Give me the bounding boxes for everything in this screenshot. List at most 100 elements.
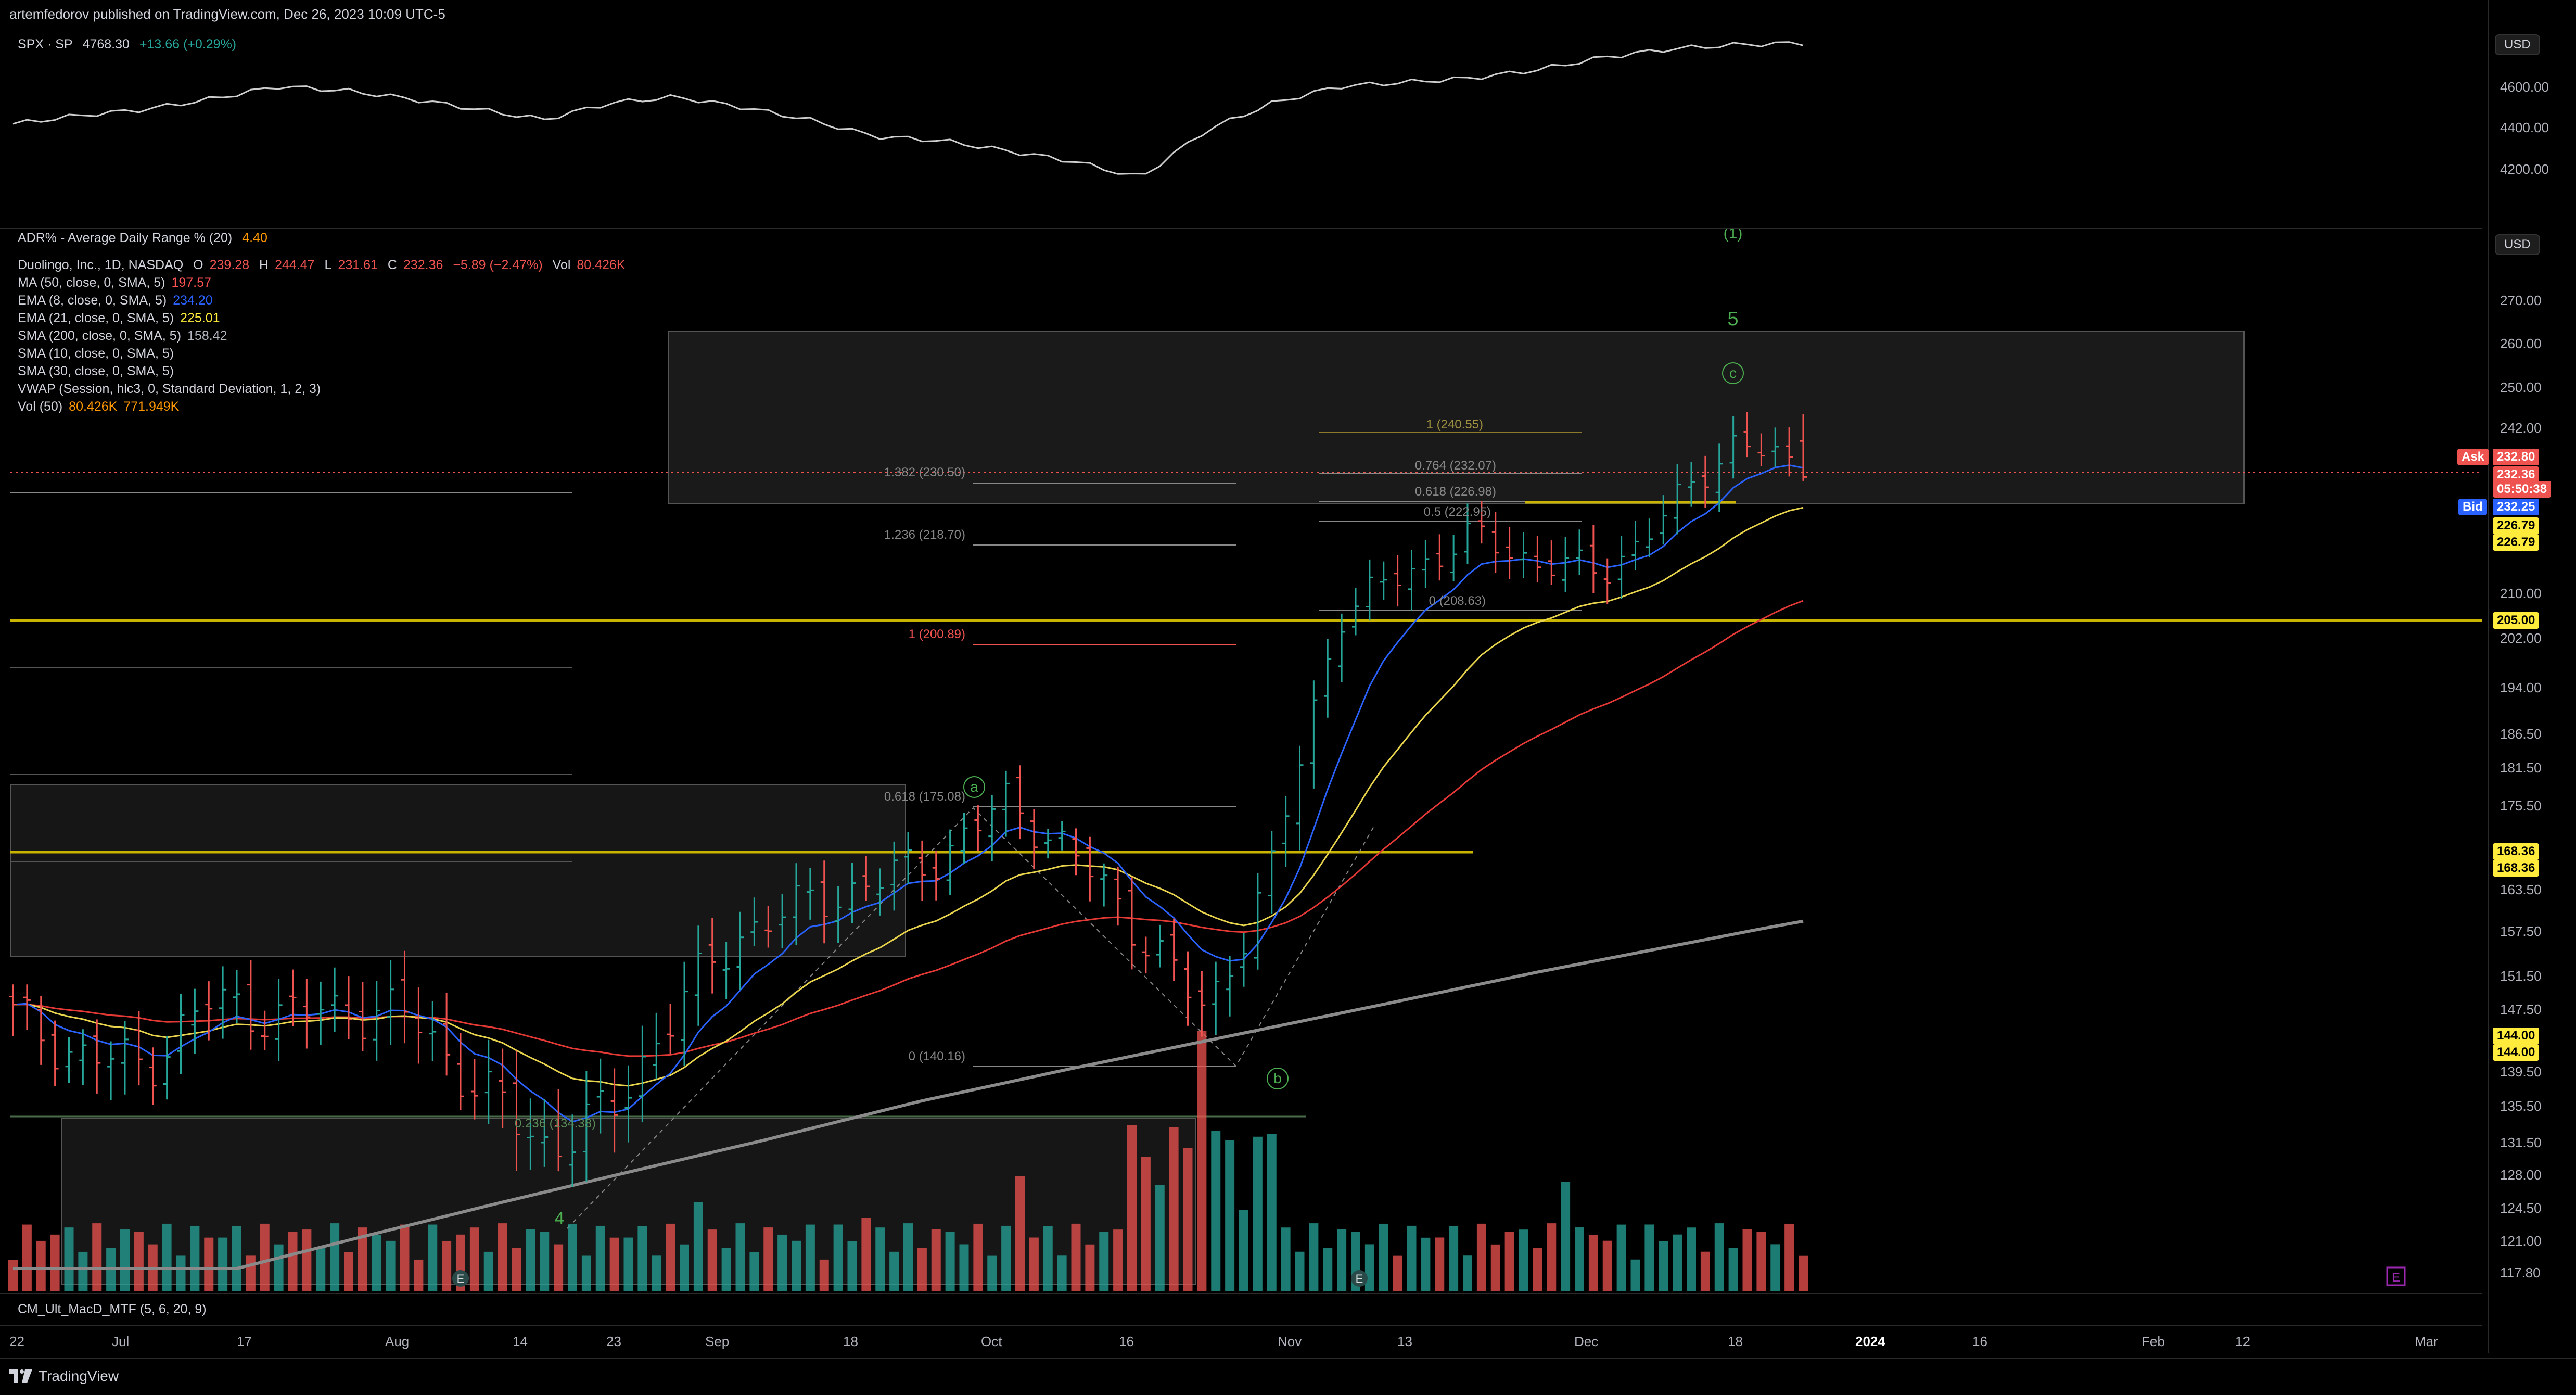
time-axis-tick: 16: [1972, 1334, 1987, 1349]
volume-bar: [749, 1252, 759, 1291]
ask-price-tag: 232.80: [2493, 449, 2540, 465]
tradingview-logo[interactable]: TradingView: [9, 1368, 119, 1385]
price-bar: [429, 1000, 437, 1061]
volume-bar: [274, 1244, 284, 1291]
price-axis-tick: 128.00: [2500, 1167, 2542, 1183]
main-currency-button[interactable]: USD: [2495, 234, 2540, 255]
volume-bar: [1127, 1125, 1137, 1291]
spx-pane[interactable]: SPX · SP 4768.30 +13.66 (+0.29%): [0, 25, 2482, 229]
high-value: 244.47: [275, 258, 315, 272]
fib-1382-label: 1.382 (230.50): [884, 465, 965, 479]
time-axis-tick: Feb: [2141, 1334, 2165, 1349]
price-bar: [331, 967, 339, 1032]
price-bar: [1589, 525, 1597, 593]
close-value: 232.36: [403, 258, 443, 272]
volume-bar: [1504, 1232, 1514, 1291]
volume-bar: [1435, 1237, 1445, 1291]
volume-bar: [400, 1224, 410, 1291]
spx-currency-button[interactable]: USD: [2495, 34, 2540, 55]
indicator-list: MA (50, close, 0, SMA, 5) 197.57 EMA (8, c…: [18, 274, 632, 415]
sma200-line: [13, 919, 1804, 1270]
price-axis[interactable]: USD USD 4600.00 4400.00 4200.00 270.00 260.…: [2488, 0, 2576, 1353]
price-bar: [904, 832, 912, 884]
price-bar: [359, 982, 366, 1051]
price-bar: [890, 841, 898, 911]
volume-bar: [1309, 1223, 1319, 1291]
time-axis-tick: 18: [1728, 1334, 1743, 1349]
volume-bar: [1001, 1225, 1011, 1291]
fib2-0618-label: 0.618 (226.98): [1415, 485, 1496, 499]
close-label: C: [387, 258, 397, 272]
volume-bar: [134, 1232, 144, 1291]
indicator-row: SMA (200, close, 0, SMA, 5) 158.42: [18, 327, 632, 345]
volume-bars: [8, 1031, 1808, 1291]
indicator-label: Vol (50): [18, 399, 63, 414]
price-bar: [163, 1036, 171, 1100]
level-205-tag: 205.00: [2493, 612, 2540, 629]
spx-price: 4768.30: [82, 37, 130, 52]
wave-5-label: 5: [1727, 308, 1738, 330]
bid-label-tag: Bid: [2458, 499, 2487, 515]
price-bar: [988, 795, 996, 861]
time-axis[interactable]: 22 Jul 17 Aug 14 23 Sep 18 Oct 16 Nov 13 Dec 18 2024 16…: [0, 1325, 2488, 1356]
volume-bar: [1211, 1131, 1221, 1291]
volume-bar: [1588, 1235, 1598, 1291]
price-bar: [275, 979, 283, 1061]
price-bar: [694, 925, 702, 1026]
macd-pane[interactable]: CM_Ult_MacD_MTF (5, 6, 20, 9): [0, 1293, 2482, 1326]
price-axis-tick: 147.50: [2500, 1001, 2542, 1017]
price-bar: [1534, 536, 1541, 582]
main-legend: ADR% - Average Daily Range % (20) 4.40 D…: [18, 229, 632, 415]
spx-symbol: SPX · SP: [18, 37, 73, 52]
price-bar: [470, 1059, 478, 1120]
price-bar: [1464, 503, 1471, 565]
vol-label: Vol: [552, 258, 571, 272]
volume-bar: [1169, 1127, 1179, 1291]
volume-bar: [903, 1223, 913, 1291]
price-bar: [946, 829, 954, 895]
indicator-label: SMA (30, close, 0, SMA, 5): [18, 364, 174, 378]
ema21-tag-b: 226.79: [2493, 534, 2540, 551]
volume-bar: [330, 1223, 340, 1291]
countdown-tag: 05:50:38: [2493, 481, 2552, 498]
price-axis-tick: 135.50: [2500, 1098, 2542, 1114]
volume-bar: [847, 1241, 857, 1291]
volume-bar: [1393, 1256, 1402, 1291]
price-bar: [107, 1041, 115, 1100]
volume-bar: [1113, 1229, 1123, 1291]
ma50-line: [12, 600, 1804, 1057]
volume-bar: [1575, 1227, 1584, 1291]
volume-bar: [526, 1229, 535, 1291]
price-bar: [1282, 796, 1290, 867]
volume-bar: [889, 1251, 899, 1291]
volume-bar: [1281, 1227, 1291, 1291]
indicator-value-2: 771.949K: [123, 399, 180, 414]
price-axis-tick: 260.00: [2500, 336, 2542, 351]
price-bar: [1352, 588, 1359, 636]
fib2-0764-label: 0.764 (232.07): [1415, 459, 1496, 473]
volume-bar: [609, 1237, 619, 1291]
price-bar: [79, 1029, 87, 1085]
volume-bar: [666, 1223, 675, 1291]
resistance-zone: [668, 331, 2245, 504]
volume-bar: [792, 1240, 801, 1291]
price-bar: [513, 1050, 520, 1171]
price-bar: [219, 966, 227, 1039]
price-bar: [569, 1114, 576, 1187]
time-axis-tick: 13: [1397, 1334, 1412, 1349]
volume-bar: [1714, 1223, 1724, 1291]
price-bar: [1562, 537, 1570, 592]
spx-axis-tick: 4600.00: [2500, 79, 2549, 95]
price-bar: [484, 1039, 492, 1124]
low-value: 231.61: [338, 258, 378, 272]
main-chart-pane[interactable]: 1.382 (230.50) 1.236 (218.70) 1 (200.89)…: [0, 229, 2482, 1291]
volume-bar: [442, 1240, 452, 1291]
wave-b-circle: [1267, 1068, 1289, 1089]
price-bar: [1786, 427, 1793, 477]
volume-bar: [469, 1227, 479, 1291]
price-bar: [918, 840, 926, 901]
volume-bar: [1379, 1223, 1388, 1291]
volume-bar: [1183, 1148, 1193, 1291]
indicator-label: SMA (10, close, 0, SMA, 5): [18, 346, 174, 361]
vol-value: 80.426K: [577, 258, 626, 272]
